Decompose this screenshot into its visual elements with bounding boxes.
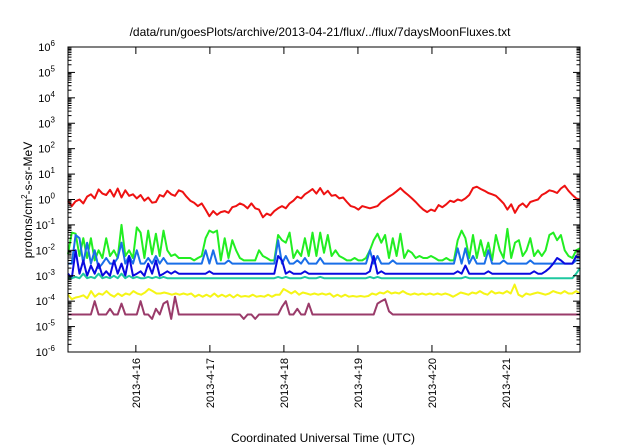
plot-frame (67, 46, 581, 353)
x-tick-label: 2013-4-18 (279, 358, 291, 408)
series-line-7 (68, 295, 580, 320)
y-tick-label: 10-1 (36, 217, 56, 232)
y-tick-label: 104 (38, 90, 55, 105)
x-tick-label: 2013-4-16 (131, 358, 143, 408)
y-tick-exponent: -5 (48, 319, 56, 328)
x-tick-label: 2013-4-17 (205, 358, 217, 408)
series-line-5 (68, 267, 581, 280)
y-tick-exponent: -3 (48, 268, 56, 277)
y-tick-label: 106 (38, 39, 55, 54)
y-tick-exponent: 4 (51, 90, 56, 99)
series-line-4 (67, 249, 581, 280)
y-tick-label: 10-3 (36, 268, 56, 283)
y-tick-exponent: -1 (48, 217, 56, 226)
series-line-3 (68, 234, 580, 270)
y-tick-exponent: -6 (48, 344, 56, 353)
y-tick-label: 102 (38, 141, 55, 156)
y-axis-label: protons/cm2-s-sr-MeV (20, 142, 35, 258)
y-tick-exponent: 6 (51, 39, 56, 48)
y-tick-label: 10-5 (36, 319, 56, 334)
x-tick-label: 2013-4-21 (501, 358, 513, 408)
y-tick-label: 105 (38, 64, 55, 79)
y-tick-label: 10-2 (36, 242, 56, 257)
y-tick-exponent: 1 (51, 166, 56, 175)
y-tick-exponent: 0 (51, 192, 56, 201)
y-tick-label: 10-4 (36, 293, 56, 308)
y-tick-exponent: -4 (48, 293, 56, 302)
y-tick-exponent: 2 (51, 141, 56, 150)
y-tick-label: 10-6 (36, 344, 56, 359)
y-tick-exponent: 5 (51, 64, 56, 73)
x-tick-label: 2013-4-20 (427, 358, 439, 408)
y-tick-exponent: 3 (51, 115, 56, 124)
y-tick-label: 101 (38, 166, 55, 181)
x-axis-label: Coordinated Universal Time (UTC) (231, 431, 415, 445)
y-tick-label: 100 (38, 192, 55, 207)
series-line-1 (67, 184, 581, 219)
y-tick-label: 103 (38, 115, 55, 130)
series-line-6 (67, 283, 581, 301)
series-line-2 (67, 223, 581, 262)
chart-title: /data/run/goesPlots/archive/2013-04-21/f… (130, 25, 512, 39)
x-tick-label: 2013-4-19 (353, 358, 365, 408)
y-tick-exponent: -2 (48, 242, 56, 251)
